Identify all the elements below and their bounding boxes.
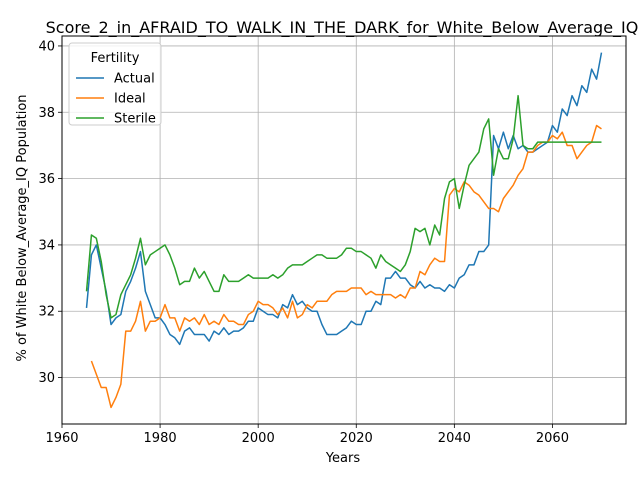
chart-title: Score_2_in_AFRAID_TO_WALK_IN_THE_DARK_fo… — [46, 18, 639, 38]
x-tick-label: 2060 — [536, 431, 569, 446]
legend-title: Fertility — [91, 51, 140, 66]
y-tick-label: 30 — [38, 371, 55, 386]
x-tick-label: 1960 — [45, 431, 78, 446]
y-tick-label: 36 — [38, 172, 55, 187]
legend: Fertility Actual Ideal Sterile — [68, 42, 162, 127]
axis-ticks: 1960 1980 2000 2020 2040 2060 30 32 34 36 38 40 — [38, 39, 569, 446]
x-tick-label: 2020 — [340, 431, 373, 446]
series-line-sterile — [85, 94, 602, 319]
x-tick-label: 1980 — [144, 431, 177, 446]
series-line-actual — [85, 52, 603, 346]
legend-label-ideal: Ideal — [114, 92, 146, 107]
x-tick-label: 2000 — [242, 431, 275, 446]
y-tick-label: 40 — [38, 39, 55, 54]
y-tick-label: 32 — [38, 305, 55, 320]
series-layer — [85, 52, 603, 409]
y-axis-label: % of White Below_Average_IQ Population — [15, 94, 30, 361]
x-axis-label: Years — [325, 451, 361, 466]
x-tick-label: 2040 — [438, 431, 471, 446]
plot-area — [61, 35, 627, 425]
y-tick-label: 38 — [38, 106, 55, 121]
y-tick-label: 34 — [38, 238, 55, 253]
series-line-ideal — [90, 124, 602, 409]
legend-box — [68, 42, 162, 126]
legend-label-sterile: Sterile — [114, 112, 156, 127]
legend-label-actual: Actual — [114, 72, 155, 87]
